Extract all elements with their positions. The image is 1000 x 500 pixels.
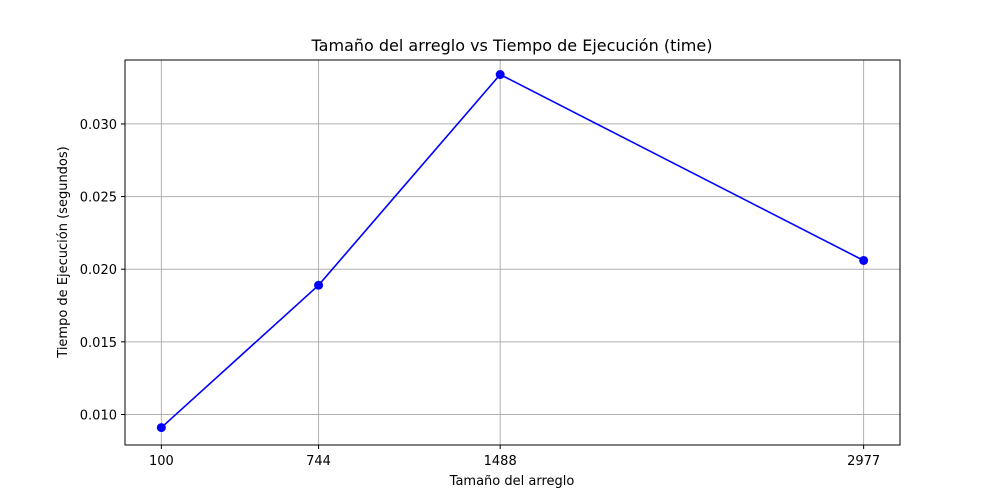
- y-tick-label: 0.010: [80, 408, 117, 423]
- x-tick-label: 2977: [847, 454, 880, 469]
- data-point: [156, 423, 166, 433]
- tick-layer: 100 744 1488 2977 0.010 0.015 0.020 0.025 0.030: [80, 118, 880, 469]
- y-axis-label: Tiempo de Ejecución (segundos): [56, 146, 71, 358]
- series-line: [160, 73, 864, 429]
- y-tick-label: 0.030: [80, 118, 117, 133]
- plot-frame: [124, 59, 901, 446]
- data-point: [859, 255, 869, 265]
- x-tick-label: 100: [149, 454, 174, 469]
- x-tick-label: 1488: [484, 454, 517, 469]
- y-tick-label: 0.025: [80, 191, 117, 206]
- data-point: [314, 280, 324, 290]
- y-tick-label: 0.015: [80, 336, 117, 351]
- series-layer: [156, 70, 869, 433]
- x-tick-label: 744: [306, 454, 331, 469]
- y-tick-label: 0.020: [80, 263, 117, 278]
- x-axis-label: Tamaño del arreglo: [449, 474, 575, 489]
- data-point: [495, 70, 505, 80]
- grid: [125, 60, 900, 445]
- chart-title: Tamaño del arreglo vs Tiempo de Ejecució…: [311, 36, 713, 55]
